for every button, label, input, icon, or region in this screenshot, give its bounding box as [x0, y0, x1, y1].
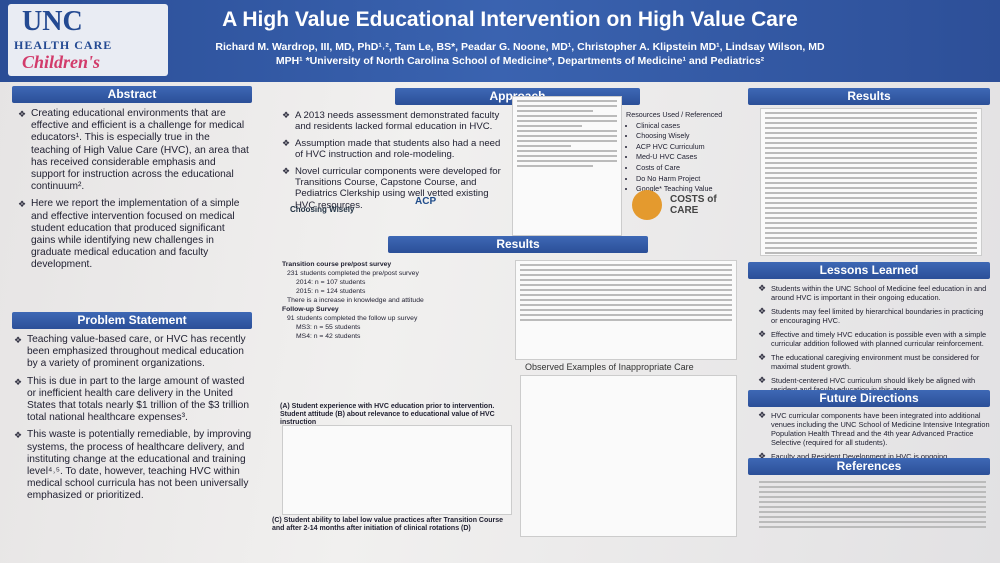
bullet: This waste is potentially remediable, by…: [14, 429, 252, 502]
logo-children: Children's: [22, 52, 101, 72]
bullet: HVC curricular components have been inte…: [758, 411, 990, 447]
chart-panel: [520, 375, 737, 537]
result-line: There is a increase in knowledge and att…: [287, 297, 424, 304]
result-line: 91 students completed the follow up surv…: [287, 315, 418, 322]
bullet: Here we report the implementation of a s…: [18, 198, 250, 271]
bullet: Costs of Care: [636, 163, 736, 174]
logo-text: COSTS of CARE: [670, 194, 717, 216]
logo-text: Choosing Wisely: [290, 205, 355, 214]
logo-text: ACP: [415, 196, 437, 207]
title: A High Value Educational Intervention on…: [222, 8, 798, 31]
bullet: The educational caregiving environment m…: [758, 353, 990, 371]
section-heading: Results: [748, 88, 990, 105]
section-heading: Results: [388, 236, 648, 253]
result-line: 2014: n = 107 students: [296, 279, 366, 286]
result-line: MS4: n = 42 students: [296, 333, 361, 340]
result-line: 2015: n = 124 students: [296, 288, 366, 295]
section-heading: Lessons Learned: [748, 262, 990, 279]
bullet: ACP HVC Curriculum: [636, 142, 736, 153]
bullet: Students may feel limited by hierarchica…: [758, 307, 990, 325]
bullet: Do No Harm Project: [636, 174, 736, 185]
references-list: [755, 478, 990, 540]
section-heading: Abstract: [12, 86, 252, 103]
section-heading: References: [748, 458, 990, 475]
bullet: Google* Teaching Value: [636, 184, 736, 195]
caption: (A) Student experience with HVC educatio…: [280, 403, 495, 426]
chart-panel: [282, 425, 512, 515]
logo: UNC HEALTH CARE Children's: [8, 4, 168, 76]
bullet: Choosing Wisely: [636, 131, 736, 142]
resources-heading: Resources Used / Referenced: [626, 110, 723, 119]
bullet: Clinical cases: [636, 121, 736, 132]
bullet: A 2013 needs assessment demonstrated fac…: [282, 110, 507, 133]
logo-sub: HEALTH CARE: [14, 38, 113, 52]
bullet: Student-centered HVC curriculum should l…: [758, 376, 990, 394]
caption: (C) Student ability to label low value p…: [272, 517, 504, 532]
result-line: Follow-up Survey: [282, 306, 339, 313]
bullet: Effective and timely HVC education is po…: [758, 330, 990, 348]
bullet: Med-U HVC Cases: [636, 152, 736, 163]
affiliation: MPH¹ *University of North Carolina Schoo…: [275, 55, 765, 67]
bullet: Assumption made that students also had a…: [282, 138, 507, 161]
bullet: Novel curricular components were develop…: [282, 166, 507, 212]
bullet: Creating educational environments that a…: [18, 108, 250, 193]
logo-main: UNC: [22, 6, 83, 37]
result-line: Transition course pre/post survey: [282, 261, 392, 268]
bullet: Faculty and Resident Development in HVC …: [758, 452, 990, 461]
bullet: Students within the UNC School of Medici…: [758, 284, 990, 302]
header: UNC HEALTH CARE Children's A High Value …: [0, 0, 1000, 82]
info-panel: [512, 96, 622, 236]
result-line: MS3: n = 55 students: [296, 324, 361, 331]
section-heading: Problem Statement: [12, 312, 252, 329]
chart-title: Observed Examples of Inappropriate Care: [525, 362, 694, 372]
badge: [632, 190, 662, 220]
bullet: This is due in part to the large amount …: [14, 376, 252, 425]
bullet: Teaching value-based care, or HVC has re…: [14, 334, 252, 371]
authors: Richard M. Wardrop, III, MD, PhD¹˒², Tam…: [215, 41, 825, 53]
section-heading: Future Directions: [748, 390, 990, 407]
table-panel: [760, 108, 982, 256]
table-panel: [515, 260, 737, 360]
result-line: 231 students completed the pre/post surv…: [287, 270, 419, 277]
